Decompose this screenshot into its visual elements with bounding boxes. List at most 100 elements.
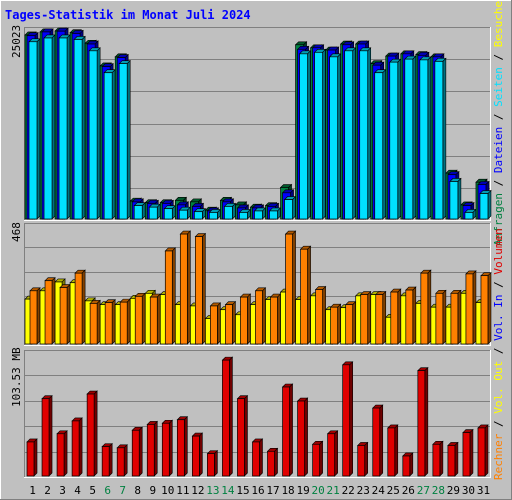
bar-rechner-day-29 xyxy=(450,289,462,345)
bar-rechner-day-1 xyxy=(29,287,41,345)
bar-volumen-day-25 xyxy=(387,424,399,477)
day-label-15: 15 xyxy=(236,484,249,497)
legend-item-3: / xyxy=(492,107,505,127)
x-axis-day-labels: 1 2 3 4 5 6 7 8 9 10 11 12 13 14 15 16 17 18 19 20 21 22 23 24 2… xyxy=(29,484,490,497)
bar-seiten-day-31 xyxy=(479,189,492,220)
bar-volumen-day-13 xyxy=(206,449,219,477)
day-label-28: 28 xyxy=(432,484,445,497)
bar-seiten-day-28 xyxy=(434,57,447,220)
bottom-right-legend: Rechner / Vol. Out / Vol. In / Volumen xyxy=(492,228,505,480)
bar-rechner-day-8 xyxy=(134,292,146,345)
chart-title: Tages-Statistik im Monat Juli 2024 xyxy=(5,8,251,22)
legend-item-6: Volumen xyxy=(492,228,505,274)
bar-seiten-day-16 xyxy=(253,207,267,220)
bar-volumen-day-11 xyxy=(176,416,189,477)
bar-seiten-day-8 xyxy=(133,201,146,220)
bar-rechner-day-5 xyxy=(89,299,101,345)
day-label-19: 19 xyxy=(296,484,309,497)
bar-rechner-day-11 xyxy=(179,230,192,345)
bar-volumen-day-12 xyxy=(191,432,204,477)
legend-item-6: Besuche xyxy=(492,1,505,47)
bar-volumen-day-9 xyxy=(146,420,158,477)
bar-seiten-day-4 xyxy=(73,35,86,220)
legend-item-0: Rechner xyxy=(492,433,505,480)
bar-volumen-day-20 xyxy=(311,440,324,477)
bar-rechner-day-18 xyxy=(284,230,297,345)
bar-rechner-day-30 xyxy=(465,270,477,345)
day-label-17: 17 xyxy=(266,484,279,497)
day-label-8: 8 xyxy=(134,484,141,497)
bar-seiten-day-24 xyxy=(374,68,387,220)
bar-seiten-day-18 xyxy=(283,195,297,220)
day-label-14: 14 xyxy=(221,484,235,497)
bar-volumen-day-7 xyxy=(116,444,128,477)
bar-volumen-day-28 xyxy=(432,440,444,477)
bar-volumen-day-1 xyxy=(26,438,38,477)
bar-seiten-day-26 xyxy=(404,55,417,220)
bar-rechner-day-3 xyxy=(59,283,71,345)
bar-volumen-day-16 xyxy=(251,438,264,477)
panel-mid-visits xyxy=(24,223,492,346)
bar-volumen-day-22 xyxy=(341,361,354,477)
bar-seiten-day-27 xyxy=(419,56,432,220)
bar-seiten-day-29 xyxy=(449,177,462,220)
bar-volumen-day-26 xyxy=(402,452,414,477)
bar-seiten-day-17 xyxy=(268,207,282,220)
bar-volumen-day-5 xyxy=(86,390,98,477)
bar-rechner-day-27 xyxy=(420,269,432,345)
bar-volumen-day-15 xyxy=(236,394,249,477)
bar-rechner-day-21 xyxy=(329,303,342,345)
bar-seiten-day-20 xyxy=(313,48,327,220)
legend-item-1: / xyxy=(492,173,505,193)
panel-bottom-volume xyxy=(24,350,491,478)
bar-rechner-day-6 xyxy=(104,298,116,345)
legend-item-5: / xyxy=(492,47,505,67)
day-label-18: 18 xyxy=(281,484,294,497)
bar-rechner-day-13 xyxy=(209,302,222,345)
bar-rechner-day-28 xyxy=(435,289,447,345)
bar-rechner-day-24 xyxy=(375,290,387,345)
bar-volumen-day-23 xyxy=(356,441,369,477)
day-label-20: 20 xyxy=(312,484,325,497)
bar-seiten-day-12 xyxy=(193,207,207,220)
legend-item-2: Vol. Out xyxy=(492,361,505,414)
bar-seiten-day-15 xyxy=(238,208,252,220)
bar-volumen-day-4 xyxy=(71,417,83,477)
bar-rechner-day-26 xyxy=(405,286,417,345)
legend-item-4: Seiten xyxy=(492,67,505,107)
day-label-22: 22 xyxy=(342,484,355,497)
day-label-31: 31 xyxy=(477,484,490,497)
top-right-legend: Anfragen / Dateien / Seiten / Besuche xyxy=(492,1,505,246)
bar-rechner-day-23 xyxy=(359,290,372,345)
bar-seiten-day-19 xyxy=(298,50,312,220)
bar-rechner-day-10 xyxy=(164,247,177,345)
day-label-13: 13 xyxy=(206,484,219,497)
bar-volumen-day-17 xyxy=(266,447,279,477)
day-label-11: 11 xyxy=(176,484,189,497)
legend-item-3: / xyxy=(492,341,505,361)
mid-panel-max-label: 468 xyxy=(10,222,23,242)
bar-rechner-day-7 xyxy=(119,298,131,345)
bar-rechner-day-16 xyxy=(254,287,267,345)
bar-volumen-day-8 xyxy=(131,426,143,477)
day-label-26: 26 xyxy=(402,484,415,497)
bar-seiten-day-1 xyxy=(28,38,41,220)
bar-rechner-day-2 xyxy=(44,276,56,345)
day-label-3: 3 xyxy=(59,484,66,497)
bar-rechner-day-19 xyxy=(299,245,312,345)
bar-volumen-day-18 xyxy=(281,383,294,477)
bar-volumen-day-30 xyxy=(462,428,474,477)
bar-rechner-day-25 xyxy=(390,288,402,345)
bar-volumen-day-21 xyxy=(326,430,339,477)
legend-item-5: / xyxy=(492,275,505,295)
bar-seiten-day-30 xyxy=(464,208,477,220)
bar-seiten-day-13 xyxy=(208,208,222,220)
panel-top-requests xyxy=(24,27,492,221)
day-label-4: 4 xyxy=(74,484,81,497)
bar-rechner-day-9 xyxy=(149,293,161,345)
day-label-24: 24 xyxy=(372,484,386,497)
day-label-10: 10 xyxy=(161,484,174,497)
day-label-7: 7 xyxy=(119,484,126,497)
day-label-1: 1 xyxy=(29,484,36,497)
bar-rechner-day-31 xyxy=(480,271,492,345)
